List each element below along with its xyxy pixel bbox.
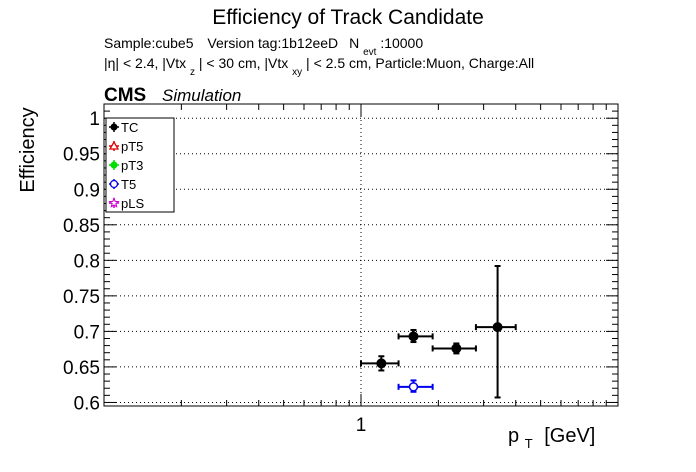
y-tick-label: 0.85 — [63, 216, 100, 237]
info-vtxxy-sub: xy — [292, 67, 302, 78]
legend-label: pLS — [121, 196, 144, 211]
x-axis-label: p T [GeV] — [508, 425, 595, 453]
x-axis-label-sub: T — [525, 436, 533, 451]
ticks-layer: 0.6 0.65 0.7 0.75 0.8 0.85 0.9 0.95 1 1 — [63, 103, 618, 436]
x-axis-label-unit: [GeV] — [544, 425, 595, 447]
legend-marker — [109, 179, 119, 189]
marker — [408, 331, 419, 342]
y-tick-label: 1 — [89, 109, 100, 130]
legend-label: pT5 — [121, 139, 143, 154]
legend-box — [105, 117, 175, 213]
legend-entry: pT3 — [109, 158, 143, 173]
marker — [492, 322, 503, 333]
data-point-t5 — [397, 379, 434, 393]
info-sample: Sample:cube5 — [104, 35, 194, 51]
info-n-sub: evt — [363, 47, 377, 58]
info-eta: |η| < 2.4, |Vtx — [104, 55, 186, 71]
data-point-tc — [360, 355, 400, 372]
legend-label: TC — [121, 120, 138, 135]
info-mid: | < 30 cm, |Vtx — [199, 55, 288, 71]
info-n-symbol: N — [349, 35, 359, 51]
data-point-tc — [397, 328, 434, 344]
legend-entry: pLS — [108, 196, 144, 211]
grid-layer — [104, 104, 618, 406]
legend-entry: pT5 — [108, 139, 143, 154]
y-axis-label: Efficiency — [17, 107, 39, 192]
legend-marker — [110, 161, 118, 169]
data-point-tc — [431, 342, 477, 355]
info-vtxz-sub: z — [190, 67, 195, 78]
info-line-1: Sample:cube5 Version tag:1b12eeD N evt :… — [104, 35, 423, 58]
y-tick-label: 0.75 — [63, 287, 100, 308]
chart-title: Efficiency of Track Candidate — [212, 6, 484, 29]
cms-label: CMS — [104, 85, 146, 106]
y-tick-label: 0.9 — [74, 180, 100, 201]
marker — [376, 358, 387, 369]
legend-entry: T5 — [109, 177, 136, 192]
legend-marker — [110, 123, 118, 131]
x-tick-label: 1 — [356, 415, 367, 436]
y-tick-label: 0.7 — [74, 322, 100, 343]
x-axis-label-main: p — [508, 425, 519, 447]
info-n-value: :10000 — [380, 35, 423, 51]
info-line-2: |η| < 2.4, |Vtx z | < 30 cm, |Vtx xy | <… — [104, 55, 534, 78]
info-version: Version tag:1b12eeD — [207, 35, 338, 51]
y-tick-label: 0.65 — [63, 358, 100, 379]
legend-label: T5 — [121, 177, 136, 192]
data-point-tc — [474, 265, 517, 399]
y-tick-label: 0.6 — [74, 393, 100, 414]
legend: TC pT5 pT3 T5 pLS — [105, 117, 175, 213]
y-tick-label: 0.95 — [63, 145, 100, 166]
marker — [451, 343, 462, 354]
simulation-label: Simulation — [162, 86, 241, 105]
legend-marker — [108, 197, 120, 208]
legend-label: pT3 — [121, 158, 143, 173]
marker — [408, 382, 419, 392]
legend-entry: TC — [109, 120, 138, 135]
y-tick-label: 0.8 — [74, 251, 100, 272]
points-layer — [360, 265, 517, 399]
legend-marker — [108, 140, 120, 150]
info-tail: | < 2.5 cm, Particle:Muon, Charge:All — [306, 55, 534, 71]
